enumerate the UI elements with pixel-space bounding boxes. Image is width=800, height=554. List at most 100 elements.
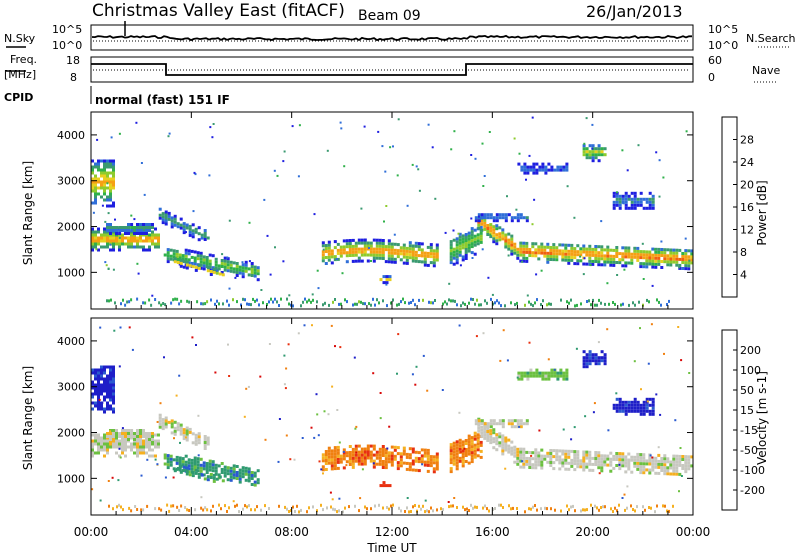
echo-cell	[562, 165, 566, 169]
echo-cell	[136, 432, 139, 435]
echo-cell	[235, 465, 239, 468]
echo-cell	[690, 258, 694, 262]
echo-cell	[418, 504, 420, 508]
echo-cell	[136, 226, 139, 229]
echo-cell	[106, 383, 109, 387]
echo-cell	[684, 470, 688, 474]
echo-cell	[100, 436, 103, 440]
echo-cell	[194, 508, 197, 512]
echo-cell	[657, 446, 660, 449]
echo-cell	[418, 298, 420, 302]
echo-cell	[513, 242, 517, 246]
echo-cell	[531, 457, 535, 461]
echo-cell	[483, 175, 486, 177]
echo-cell	[501, 440, 505, 444]
echo-cell	[624, 264, 628, 268]
echo-cell	[537, 454, 541, 458]
echo-cell	[94, 230, 97, 234]
echo-cell	[498, 441, 502, 445]
echo-cell	[148, 245, 151, 249]
echo-cell	[256, 481, 260, 485]
echo-cell	[324, 301, 326, 305]
echo-cell	[573, 250, 577, 254]
echo-cell	[467, 437, 471, 441]
echo-cell	[532, 171, 536, 175]
echo-cell	[370, 260, 372, 262]
echo-cell	[654, 510, 656, 514]
echo-cell	[455, 237, 459, 241]
echo-cell	[109, 183, 112, 187]
echo-cell	[477, 216, 481, 220]
echo-cell	[333, 449, 337, 453]
echo-cell	[672, 254, 676, 258]
echo-cell	[94, 177, 97, 181]
echo-cell	[244, 469, 248, 473]
echo-cell	[594, 150, 598, 154]
echo-cell	[244, 260, 248, 264]
echo-cell	[435, 252, 439, 256]
echo-cell	[346, 300, 348, 304]
echo-cell	[226, 257, 230, 261]
echo-cell	[161, 215, 165, 219]
echo-cell	[636, 249, 640, 253]
echo-cell	[565, 371, 569, 375]
echo-cell	[582, 365, 586, 369]
echo-cell	[522, 244, 526, 248]
echo-cell	[582, 508, 584, 512]
echo-cell	[597, 251, 601, 255]
y-tick-label: 2000	[57, 221, 85, 234]
echo-cell	[405, 261, 409, 265]
echo-cell	[372, 297, 374, 301]
echo-cell	[151, 239, 154, 243]
echo-cell	[618, 403, 622, 407]
echo-cell	[226, 478, 230, 482]
echo-cell	[477, 419, 481, 423]
echo-cell	[91, 236, 94, 240]
echo-cell	[157, 433, 160, 437]
echo-cell	[185, 223, 189, 227]
echo-cell	[473, 431, 477, 435]
echo-cell	[390, 460, 394, 464]
echo-cell	[115, 239, 118, 243]
echo-cell	[597, 159, 601, 163]
echo-cell	[321, 453, 325, 457]
echo-cell	[121, 451, 124, 455]
echo-cell	[91, 177, 94, 181]
echo-cell	[97, 383, 100, 387]
echo-cell	[633, 191, 637, 195]
echo-cell	[654, 459, 658, 463]
echo-cell	[256, 278, 260, 282]
echo-cell	[541, 165, 545, 169]
echo-cell	[121, 429, 124, 432]
echo-cell	[232, 470, 236, 474]
echo-cell	[187, 461, 191, 465]
echo-cell	[145, 435, 148, 438]
echo-cell	[528, 466, 532, 469]
echo-cell	[486, 216, 490, 220]
echo-cell	[112, 371, 115, 375]
echo-cell	[312, 505, 314, 509]
echo-cell	[142, 451, 145, 455]
echo-cell	[510, 246, 514, 250]
echo-cell	[143, 193, 146, 196]
echo-cell	[528, 451, 532, 454]
echo-cell	[97, 439, 100, 443]
echo-cell	[223, 265, 227, 269]
echo-cell	[561, 461, 565, 465]
echo-cell	[546, 245, 550, 249]
echo-cell	[100, 195, 103, 199]
echo-cell	[489, 438, 493, 442]
echo-cell	[660, 266, 664, 269]
echo-cell	[324, 244, 328, 247]
echo-cell	[157, 439, 160, 443]
echo-cell	[175, 394, 178, 397]
echo-cell	[624, 464, 628, 468]
echo-cell	[588, 150, 592, 154]
echo-cell	[209, 270, 213, 273]
echo-cell	[663, 466, 667, 470]
echo-cell	[549, 458, 553, 461]
echo-cell	[366, 244, 370, 248]
echo-cell	[330, 452, 334, 456]
echo-cell	[112, 165, 115, 169]
echo-cell	[369, 459, 373, 463]
